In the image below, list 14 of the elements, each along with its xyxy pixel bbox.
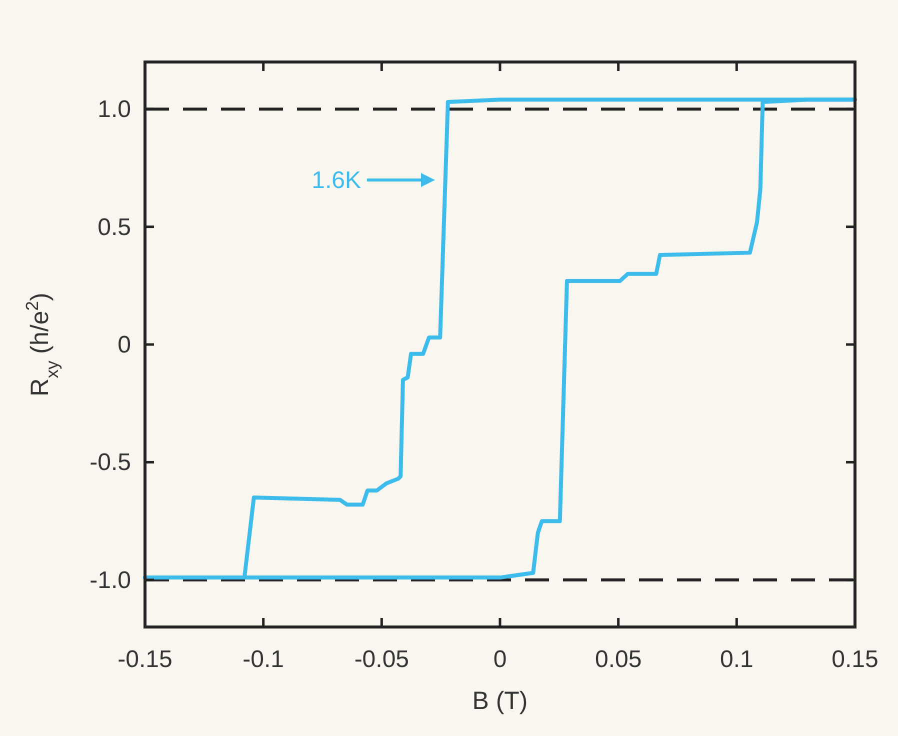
x-tick-label: -0.15 <box>118 646 172 673</box>
x-tick-label: -0.1 <box>242 646 284 673</box>
x-tick-label: 0 <box>493 646 507 673</box>
x-tick-label: -0.05 <box>354 646 410 673</box>
x-tick-label: 0.15 <box>832 646 878 673</box>
y-tick-label: 1.0 <box>98 96 131 124</box>
y-tick-label: -0.5 <box>90 449 131 476</box>
y-tick-label: -1.0 <box>90 566 131 594</box>
x-axis-title: B (T) <box>472 687 528 715</box>
y-tick-label: 0.5 <box>98 214 131 241</box>
x-tick-label: 0.1 <box>720 646 754 673</box>
annotation: 1.6K <box>312 167 361 194</box>
y-tick-label: 0 <box>118 332 131 358</box>
x-tick-label: 0.05 <box>594 646 642 673</box>
